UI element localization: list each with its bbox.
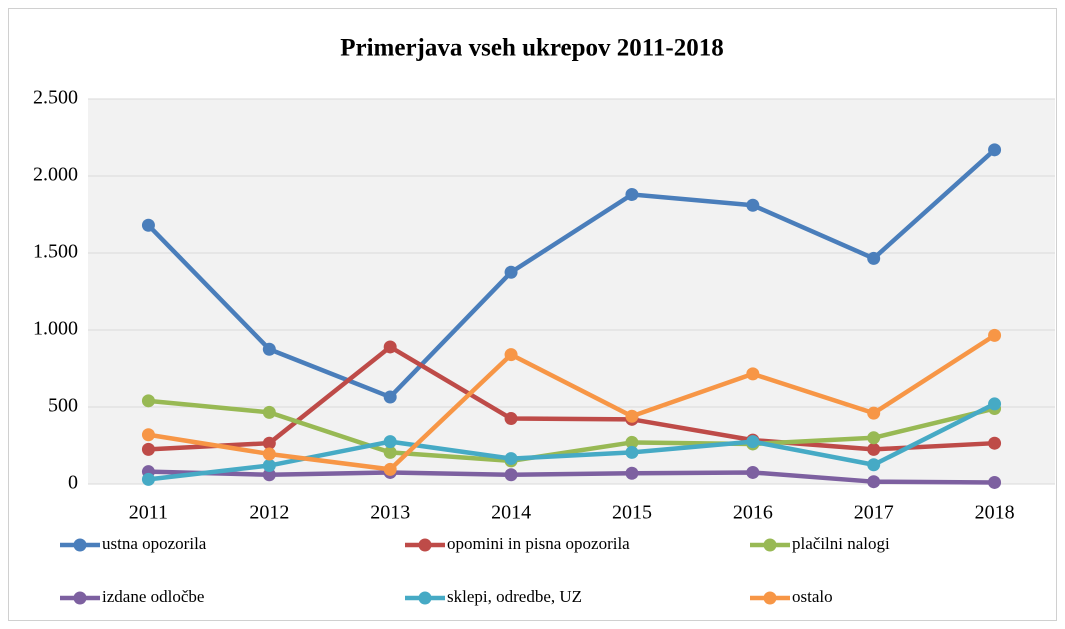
data-point	[988, 328, 1002, 342]
x-tick-label: 2018	[975, 502, 1015, 524]
legend-marker	[73, 591, 87, 605]
data-point	[867, 406, 881, 420]
data-point	[141, 472, 155, 486]
legend-label: sklepi, odredbe, UZ	[447, 587, 582, 606]
x-tick-label: 2014	[491, 502, 531, 524]
data-point	[262, 405, 276, 419]
series-line	[148, 344, 995, 452]
data-point	[746, 465, 760, 479]
data-point	[625, 466, 639, 480]
data-point	[867, 458, 881, 472]
data-point	[988, 475, 1002, 489]
y-tick-label: 0	[68, 472, 78, 494]
data-point	[625, 187, 639, 201]
data-point	[262, 447, 276, 461]
data-point	[383, 462, 397, 476]
series-line	[148, 333, 996, 472]
x-tick-label: 2015	[612, 502, 652, 524]
y-tick-label: 500	[48, 395, 78, 417]
legend-marker	[763, 591, 777, 605]
data-point	[625, 435, 639, 449]
data-point	[867, 442, 881, 456]
data-point	[504, 265, 518, 279]
data-point	[988, 436, 1002, 450]
y-tick-label: 1.500	[33, 241, 78, 263]
data-point	[504, 348, 518, 362]
data-point	[504, 412, 518, 426]
series-line	[148, 469, 995, 485]
chart-title: Primerjava vseh ukrepov 2011-2018	[340, 35, 724, 62]
data-point	[625, 445, 639, 459]
data-point	[988, 143, 1002, 157]
data-point	[262, 459, 276, 473]
data-point	[262, 436, 276, 450]
series-line	[148, 398, 996, 464]
x-tick-label: 2016	[733, 502, 773, 524]
y-tick-label: 2.500	[33, 87, 78, 109]
data-point	[383, 390, 397, 404]
data-point	[383, 340, 397, 354]
legend-label: opomini in pisna opozorila	[447, 534, 630, 553]
data-point	[867, 431, 881, 445]
data-point	[504, 452, 518, 466]
data-point	[141, 394, 155, 408]
x-tick-label: 2017	[854, 502, 894, 524]
data-point	[262, 468, 276, 482]
data-point	[867, 475, 881, 489]
series-line	[146, 148, 997, 400]
legend-label: plačilni nalogi	[792, 534, 890, 553]
y-tick-label: 1.000	[33, 318, 78, 340]
data-point	[383, 445, 397, 459]
x-tick-label: 2011	[129, 502, 168, 524]
data-point	[262, 342, 276, 356]
data-point	[504, 468, 518, 482]
data-point	[988, 397, 1002, 411]
data-point	[383, 435, 397, 449]
data-point	[141, 442, 155, 456]
x-tick-label: 2012	[249, 502, 289, 524]
legend-label: ustna opozorila	[102, 534, 207, 553]
data-point	[141, 218, 155, 232]
legend-marker	[418, 538, 432, 552]
data-point	[141, 428, 155, 442]
series-line	[148, 401, 996, 482]
data-point	[746, 435, 760, 449]
legend-label: izdane odločbe	[102, 587, 204, 606]
data-point	[867, 251, 881, 265]
x-tick-label: 2013	[370, 502, 410, 524]
plot-area	[88, 99, 1055, 484]
data-point	[746, 367, 760, 381]
y-tick-label: 2.000	[33, 164, 78, 186]
legend-label: ostalo	[792, 587, 833, 606]
data-point	[625, 409, 639, 423]
legend-marker	[73, 538, 87, 552]
legend-marker	[763, 538, 777, 552]
data-point	[746, 198, 760, 212]
legend-marker	[418, 591, 432, 605]
